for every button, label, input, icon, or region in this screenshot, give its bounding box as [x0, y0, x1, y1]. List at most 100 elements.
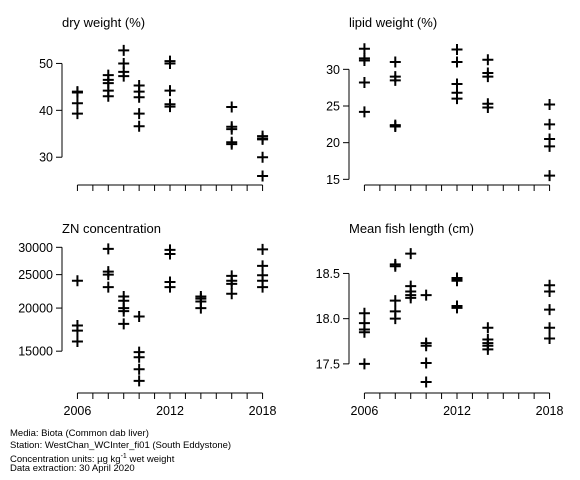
data-point [482, 54, 494, 66]
data-point [420, 340, 432, 352]
data-point [102, 281, 114, 293]
data-point [133, 363, 145, 375]
y-tick-label: 50 [39, 57, 53, 71]
data-point [544, 322, 556, 334]
data-point [389, 56, 401, 68]
data-point [226, 278, 238, 290]
y-tick-label: 25 [326, 100, 340, 114]
data-point [133, 375, 145, 387]
data-point [133, 91, 145, 103]
panel-4: Mean fish length (cm) 17.5 18.0 18.5 2006 201… [316, 221, 564, 418]
y-tick-label: 18.5 [316, 267, 340, 281]
data-point [164, 281, 176, 293]
data-point [71, 325, 83, 337]
data-point [164, 101, 176, 113]
data-point [482, 322, 494, 334]
data-point [257, 133, 269, 145]
data-point [389, 121, 401, 133]
data-point [389, 260, 401, 272]
data-point [358, 55, 370, 67]
data-point [257, 151, 269, 163]
panel-3: ZN concentration 15000 20000 25000 30000 2006… [18, 221, 276, 418]
y-tick-label: 40 [39, 104, 53, 118]
footer-units: Concentration units: µg kg-1 wet weight [10, 451, 174, 466]
panel-2: lipid weight (%) 15 20 25 30 [326, 15, 556, 191]
data-point [257, 243, 269, 255]
data-point [226, 288, 238, 300]
data-point [71, 336, 83, 348]
data-point [226, 138, 238, 150]
y-tick-label: 15000 [18, 345, 53, 359]
data-point [420, 289, 432, 301]
data-point [389, 313, 401, 325]
panel-1: dry weight (%) 30 40 50 [39, 15, 269, 191]
x-tick-label: 2006 [351, 404, 379, 418]
data-point [133, 108, 145, 120]
y-tick-label: 25000 [18, 268, 53, 282]
y-tick-label: 18.0 [316, 312, 340, 326]
data-point [358, 77, 370, 89]
data-point [102, 243, 114, 255]
data-point [358, 106, 370, 118]
data-point [164, 248, 176, 260]
data-point [544, 170, 556, 182]
data-point [482, 101, 494, 113]
x-tick-label: 2018 [249, 404, 277, 418]
data-point [102, 269, 114, 281]
panel-title: ZN concentration [62, 221, 161, 236]
data-point [71, 275, 83, 287]
data-point [257, 281, 269, 293]
data-point [118, 70, 130, 82]
chart-panels: dry weight (%) 30 40 50 lipid weight (%) 15 20… [18, 15, 564, 418]
data-point [358, 43, 370, 55]
panel-title: Mean fish length (cm) [349, 221, 474, 236]
y-tick-label: 20 [326, 136, 340, 150]
data-point [544, 304, 556, 316]
y-tick-label: 30 [39, 151, 53, 165]
y-tick-label: 30 [326, 63, 340, 77]
data-point [118, 318, 130, 330]
data-point [389, 295, 401, 307]
data-point [544, 140, 556, 152]
data-point [226, 101, 238, 113]
y-tick-label: 30000 [18, 241, 53, 255]
data-point [164, 57, 176, 69]
data-point [133, 120, 145, 132]
data-point [164, 85, 176, 97]
data-point [544, 286, 556, 298]
data-point [133, 351, 145, 363]
y-tick-label: 20000 [18, 302, 53, 316]
data-point [544, 99, 556, 111]
footer-units-suffix: wet weight [126, 454, 175, 466]
y-tick-label: 15 [326, 173, 340, 187]
y-tick-label: 17.5 [316, 357, 340, 371]
data-point [358, 307, 370, 319]
footer-units-prefix: Concentration units: µg kg [10, 454, 121, 466]
panel-title: lipid weight (%) [349, 15, 437, 30]
data-point [405, 248, 417, 260]
data-point [195, 302, 207, 314]
data-point [389, 74, 401, 86]
data-point [226, 123, 238, 135]
data-point [133, 311, 145, 323]
footer-station: Station: WestChan_WCInter_fi01 (South Ed… [10, 439, 232, 451]
data-point [544, 333, 556, 345]
x-tick-label: 2018 [536, 404, 564, 418]
data-point [420, 357, 432, 369]
data-point [451, 275, 463, 287]
x-tick-label: 2012 [443, 404, 471, 418]
footer-extraction: Data extraction: 30 April 2020 [10, 462, 135, 474]
footer-media: Media: Biota (Common dab liver) [10, 428, 149, 439]
data-point [451, 44, 463, 56]
x-tick-label: 2006 [64, 404, 92, 418]
data-point [71, 87, 83, 99]
data-point [482, 71, 494, 83]
data-point [71, 108, 83, 120]
data-point [71, 97, 83, 109]
data-point [451, 93, 463, 105]
data-point [451, 302, 463, 314]
footer-units-exponent: -1 [120, 453, 127, 460]
data-point [482, 343, 494, 355]
data-point [118, 44, 130, 56]
